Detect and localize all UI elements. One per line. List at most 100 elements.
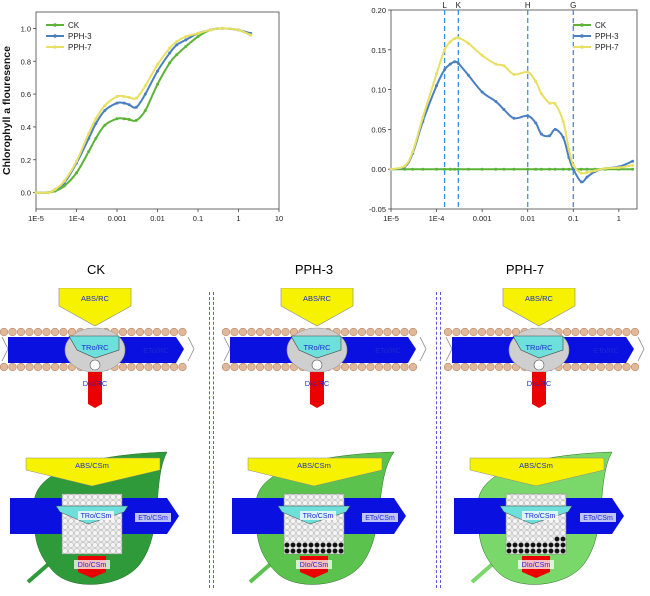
tro-rc-label: TRo/RC xyxy=(303,343,331,352)
data-point-PPH-7 xyxy=(134,96,138,100)
data-point-PPH-7 xyxy=(115,95,119,99)
open-rc xyxy=(536,524,542,530)
data-point-PPH-7 xyxy=(389,167,393,171)
lipid-bead xyxy=(452,327,461,337)
open-rc xyxy=(92,524,98,530)
closed-rc xyxy=(338,542,344,548)
lipid-bead xyxy=(169,362,179,372)
lipid-bead xyxy=(562,362,572,372)
y-tick-label: 0.4 xyxy=(21,123,31,132)
legend-label: CK xyxy=(68,21,80,30)
lipid-bead xyxy=(460,362,470,372)
membrane-edge xyxy=(445,336,453,362)
lipid-bead xyxy=(8,362,17,372)
closed-rc xyxy=(308,548,314,554)
data-point-PPH-3 xyxy=(547,134,551,138)
open-rc xyxy=(338,500,344,506)
lipid-bead xyxy=(161,327,170,337)
data-point-PPH-7 xyxy=(53,187,57,191)
data-point-PPH-3 xyxy=(435,84,439,88)
lipid-bead xyxy=(238,362,248,372)
data-point-PPH-7 xyxy=(34,191,38,195)
dio-arrow xyxy=(88,372,102,408)
lipid-bead xyxy=(374,327,384,337)
lipid-bead xyxy=(503,327,512,337)
abs-cs-label: ABS/CSm xyxy=(519,461,553,470)
open-rc xyxy=(332,536,338,542)
lipid-bead xyxy=(264,362,273,372)
tro-rc-label: TRo/RC xyxy=(81,343,109,352)
open-rc xyxy=(80,524,86,530)
closed-rc xyxy=(296,548,302,554)
lipid-bead xyxy=(118,327,128,337)
open-rc xyxy=(80,542,86,548)
closed-rc xyxy=(320,542,326,548)
data-point-CK xyxy=(115,117,119,121)
data-point-PPH-3 xyxy=(448,62,452,66)
data-point-PPH-7 xyxy=(220,26,224,30)
data-point-CK xyxy=(494,167,498,171)
closed-rc xyxy=(290,542,296,548)
closed-rc xyxy=(314,548,320,554)
data-point-PPH-7 xyxy=(571,163,575,167)
lipid-bead xyxy=(357,362,367,372)
legend-label: PPH-3 xyxy=(68,32,92,41)
open-rc xyxy=(62,536,68,542)
lipid-bead xyxy=(596,362,606,372)
lipid-bead xyxy=(118,362,128,372)
y-tick-label: 0.15 xyxy=(371,46,386,55)
lipid-bead xyxy=(340,362,350,372)
open-rc xyxy=(74,536,80,542)
open-rc xyxy=(68,548,74,554)
open-rc xyxy=(302,536,308,542)
closed-rc xyxy=(560,536,566,542)
data-point-PPH-7 xyxy=(534,80,538,84)
closed-rc xyxy=(548,548,554,554)
tro-cs-label: TRo/CSm xyxy=(525,513,556,520)
data-point-PPH-3 xyxy=(631,159,635,163)
closed-rc xyxy=(554,542,560,548)
lipid-bead xyxy=(452,362,461,372)
data-point-PPH-3 xyxy=(579,180,583,184)
open-rc xyxy=(104,524,110,530)
open-rc xyxy=(296,536,302,542)
rc-membrane-model-ck: ABS/RC TRo/RC ETo/RC DIo/RC xyxy=(0,288,195,408)
data-point-CK xyxy=(502,167,506,171)
leaf-model-ck: ABS/CSm TRo/CSm ETo/CSm DIo/CSm xyxy=(10,451,179,585)
open-rc xyxy=(524,494,530,500)
open-rc xyxy=(338,536,344,542)
dio-arrow xyxy=(310,372,324,408)
lipid-bead xyxy=(366,327,375,337)
open-rc xyxy=(104,548,110,554)
open-rc xyxy=(80,494,86,500)
lipid-bead xyxy=(503,362,512,372)
open-rc xyxy=(68,536,74,542)
abs-arrow xyxy=(280,288,354,327)
eto-rc-label: ETo/RC xyxy=(593,346,619,355)
data-point-PPH-7 xyxy=(184,35,188,39)
dio-cs-label-bg xyxy=(296,560,332,569)
lipid-bead xyxy=(272,327,282,337)
open-rc xyxy=(506,524,512,530)
tro-arrow xyxy=(512,335,564,359)
open-rc xyxy=(512,536,518,542)
lipid-bead xyxy=(613,362,623,372)
data-point-PPH-3 xyxy=(175,43,179,47)
eto-cs-label-bg xyxy=(362,513,398,522)
data-point-PPH-7 xyxy=(175,40,179,44)
data-point-PPH-3 xyxy=(122,101,126,105)
lipid-bead xyxy=(562,327,572,337)
abs-rc-label: ABS/RC xyxy=(525,294,554,303)
closed-rc xyxy=(326,542,332,548)
open-rc xyxy=(548,524,554,530)
data-point-CK xyxy=(75,171,78,175)
data-point-CK xyxy=(453,167,457,171)
y-tick-label: 1.0 xyxy=(21,24,31,33)
open-rc xyxy=(308,494,314,500)
lipid-bead xyxy=(400,362,409,372)
x-tick-label: 1 xyxy=(617,214,621,223)
open-rc xyxy=(302,500,308,506)
data-point-CK xyxy=(567,167,571,171)
lipid-bead xyxy=(0,327,9,337)
tro-cs-label: TRo/CSm xyxy=(81,513,112,520)
